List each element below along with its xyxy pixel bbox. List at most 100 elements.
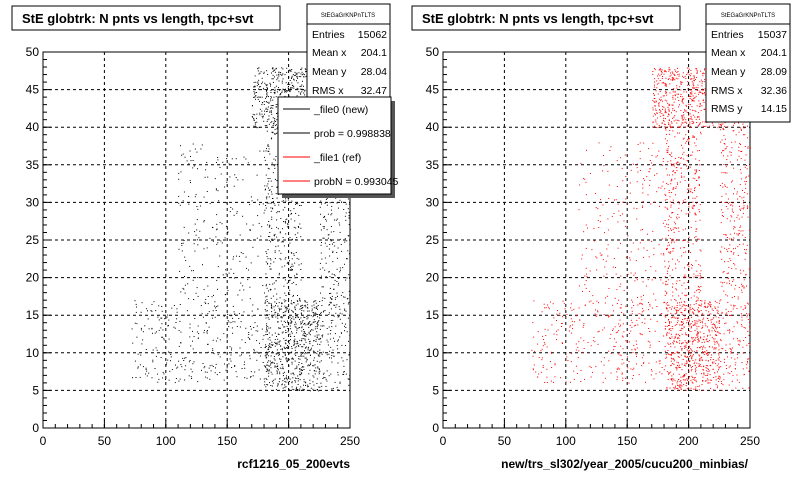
left-scatter-point [272,81,274,83]
left-scatter-point [279,310,280,312]
right-scatter-point [691,321,693,323]
right-scatter-point [668,110,670,112]
right-scatter-point [710,319,712,321]
left-scatter-point [291,310,293,311]
left-scatter-point [348,378,350,380]
right-scatter-point [699,274,701,276]
left-scatter-point [302,307,304,308]
left-scatter-point [305,352,307,353]
left-scatter-point [259,342,260,344]
left-scatter-point [295,316,297,318]
left-scatter-point [282,349,283,351]
left-scatter-point [271,121,273,123]
left-scatter-point [295,354,297,356]
left-scatter-point [271,113,273,115]
right-scatter-point [704,351,706,353]
right-scatter-point [748,175,750,177]
right-scatter-point [659,69,661,71]
left-scatter-point [267,355,269,357]
left-scatter-point [235,158,237,160]
left-scatter-point [277,321,279,322]
left-scatter-point [216,162,217,163]
right-scatter-point [595,365,597,367]
right-scatter-point [667,353,669,355]
right-scatter-point [678,230,680,232]
left-scatter-point [274,362,275,364]
right-scatter-point [696,328,698,330]
right-scatter-point [703,93,705,95]
left-scatter-point [215,367,216,369]
left-scatter-point [203,248,205,250]
right-scatter-point [688,277,690,279]
right-scatter-point [692,378,694,380]
left-scatter-point [338,316,340,317]
right-scatter-point [712,323,714,325]
left-scatter-point [334,340,335,342]
right-scatter-point [679,335,680,337]
right-scatter-point [680,376,682,378]
right-title: StE globtrk: N pnts vs length, tpc+svt [422,11,654,26]
right-scatter-point [672,79,674,81]
left-scatter-point [274,76,275,78]
left-scatter-point [291,82,293,84]
left-scatter-point [282,237,284,238]
left-scatter-point [148,328,150,330]
left-scatter-point [192,348,194,350]
left-scatter-point [322,351,324,353]
right-scatter-point [698,319,700,321]
left-scatter-point [331,355,333,356]
left-scatter-point [260,71,262,73]
right-scatter-point [623,331,625,333]
right-scatter-point [743,270,745,272]
left-scatter-point [300,76,302,78]
right-scatter-point [696,228,698,230]
left-scatter-point [261,96,263,98]
left-scatter-point [336,386,338,388]
left-scatter-point [161,310,163,312]
left-scatter-point [252,246,254,248]
right-scatter-point [675,111,677,113]
right-scatter-point [667,279,669,281]
left-scatter-point [307,365,309,367]
left-scatter-point [296,75,298,77]
right-scatter-point [710,313,712,315]
right-scatter-point [697,335,699,337]
right-scatter-point [729,238,731,240]
left-scatter-point [275,104,277,105]
right-scatter-point [693,85,695,86]
left-scatter-point [271,306,273,308]
left-scatter-point [200,305,202,307]
left-scatter-point [207,313,209,315]
left-scatter-point [271,334,273,336]
right-scatter-point [644,318,646,320]
right-scatter-point [689,365,691,367]
right-scatter-point [665,316,667,318]
left-scatter-point [291,300,292,302]
left-scatter-point [225,300,227,302]
left-scatter-point [197,381,199,383]
left-scatter-point [190,160,192,162]
right-scatter-point [731,147,733,149]
right-scatter-point [688,241,690,243]
right-scatter-point [748,342,750,344]
right-scatter-point [691,350,693,352]
right-scatter-point [671,306,673,308]
left-scatter-point [278,74,280,76]
right-scatter-point [713,317,715,319]
right-scatter-point [687,130,689,132]
right-scatter-point [576,314,578,316]
right-scatter-point [670,346,672,348]
right-scatter-point [672,88,674,90]
left-scatter-point [300,269,302,270]
right-scatter-point [637,304,639,306]
right-scatter-point [655,108,657,110]
right-scatter-point [645,381,646,383]
left-scatter-point [293,341,295,343]
left-scatter-point [267,352,269,354]
left-scatter-point [312,375,314,377]
left-scatter-point [291,77,292,79]
right-scatter-point [731,141,733,143]
left-scatter-point [266,295,268,297]
right-scatter-point [692,114,694,116]
left-scatter-point [266,148,267,150]
